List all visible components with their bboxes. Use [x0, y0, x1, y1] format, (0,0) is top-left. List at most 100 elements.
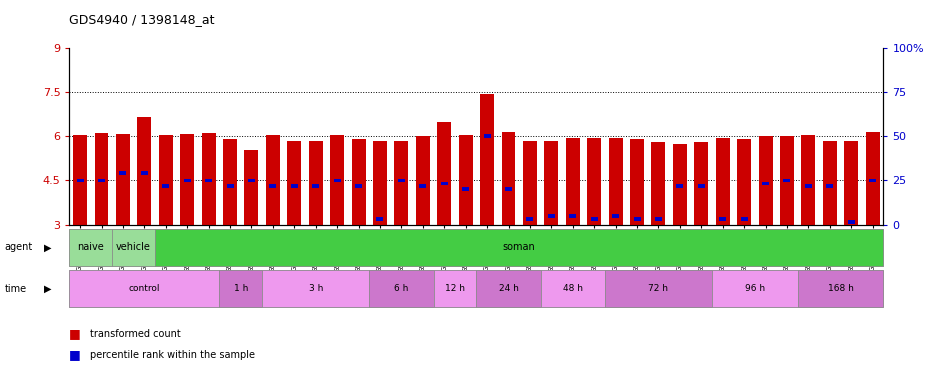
Bar	[847, 220, 855, 223]
Bar	[219, 270, 262, 307]
Bar	[69, 270, 219, 307]
Bar	[202, 133, 216, 225]
Bar	[262, 270, 369, 307]
Bar	[355, 184, 362, 188]
Text: 6 h: 6 h	[394, 284, 409, 293]
Text: naive: naive	[78, 242, 105, 253]
Bar	[505, 187, 512, 191]
Bar	[480, 94, 494, 225]
Text: transformed count: transformed count	[90, 329, 180, 339]
Bar	[69, 229, 112, 266]
Bar	[244, 150, 258, 225]
Bar	[77, 179, 83, 182]
Bar	[288, 141, 302, 225]
Bar	[523, 141, 536, 225]
Bar	[416, 136, 430, 225]
Bar	[720, 217, 726, 221]
Text: ▶: ▶	[43, 283, 51, 294]
Bar	[227, 184, 233, 188]
Bar	[651, 142, 665, 225]
Bar	[369, 270, 434, 307]
Bar	[330, 135, 344, 225]
Bar	[566, 138, 580, 225]
Bar	[440, 182, 448, 185]
Bar	[112, 229, 155, 266]
Text: 1 h: 1 h	[233, 284, 248, 293]
Text: soman: soman	[503, 242, 536, 253]
Bar	[69, 270, 883, 307]
Bar	[695, 142, 709, 225]
Bar	[697, 184, 705, 188]
Bar	[587, 138, 601, 225]
Bar	[309, 141, 323, 225]
Bar	[180, 134, 194, 225]
Text: vehicle: vehicle	[117, 242, 151, 253]
Bar	[737, 139, 751, 225]
Text: GDS4940 / 1398148_at: GDS4940 / 1398148_at	[69, 13, 215, 26]
Text: 3 h: 3 h	[309, 284, 323, 293]
Bar	[548, 214, 555, 218]
Text: 12 h: 12 h	[445, 284, 465, 293]
Bar	[501, 132, 515, 225]
Text: ■: ■	[69, 348, 81, 361]
Bar	[184, 179, 191, 182]
Bar	[162, 184, 169, 188]
Bar	[459, 135, 473, 225]
Bar	[352, 139, 365, 225]
Bar	[526, 217, 534, 221]
Bar	[398, 179, 405, 182]
Bar	[223, 139, 237, 225]
Bar	[373, 141, 387, 225]
Bar	[119, 171, 127, 175]
Text: 72 h: 72 h	[648, 284, 669, 293]
Bar	[98, 179, 105, 182]
Bar	[476, 270, 540, 307]
Bar	[484, 134, 490, 138]
Bar	[758, 136, 772, 225]
Bar	[612, 214, 619, 218]
Bar	[655, 217, 662, 221]
Bar	[69, 229, 883, 266]
Text: time: time	[5, 283, 27, 294]
Bar	[290, 184, 298, 188]
Bar	[116, 134, 130, 225]
Bar	[716, 138, 730, 225]
Text: 96 h: 96 h	[745, 284, 765, 293]
Bar	[762, 182, 769, 185]
Bar	[676, 184, 684, 188]
Bar	[591, 217, 598, 221]
Bar	[540, 270, 605, 307]
Bar	[138, 117, 152, 225]
Bar	[94, 133, 108, 225]
Bar	[672, 144, 687, 225]
Bar	[609, 138, 623, 225]
Text: percentile rank within the sample: percentile rank within the sample	[90, 350, 254, 360]
Text: 168 h: 168 h	[828, 284, 854, 293]
Bar	[141, 171, 148, 175]
Text: agent: agent	[5, 242, 33, 253]
Text: ▶: ▶	[43, 242, 51, 253]
Text: ■: ■	[69, 327, 81, 340]
Bar	[205, 179, 212, 182]
Bar	[870, 179, 876, 182]
Bar	[376, 217, 384, 221]
Bar	[265, 135, 280, 225]
Bar	[73, 135, 87, 225]
Bar	[797, 270, 883, 307]
Bar	[545, 141, 559, 225]
Bar	[845, 141, 858, 225]
Bar	[630, 139, 644, 225]
Bar	[419, 184, 426, 188]
Bar	[605, 270, 712, 307]
Bar	[334, 179, 340, 182]
Bar	[248, 179, 255, 182]
Bar	[269, 184, 277, 188]
Bar	[394, 141, 408, 225]
Bar	[159, 135, 173, 225]
Bar	[438, 122, 451, 225]
Bar	[801, 135, 815, 225]
Bar	[780, 136, 794, 225]
Bar	[741, 217, 747, 221]
Bar	[569, 214, 576, 218]
Text: 48 h: 48 h	[562, 284, 583, 293]
